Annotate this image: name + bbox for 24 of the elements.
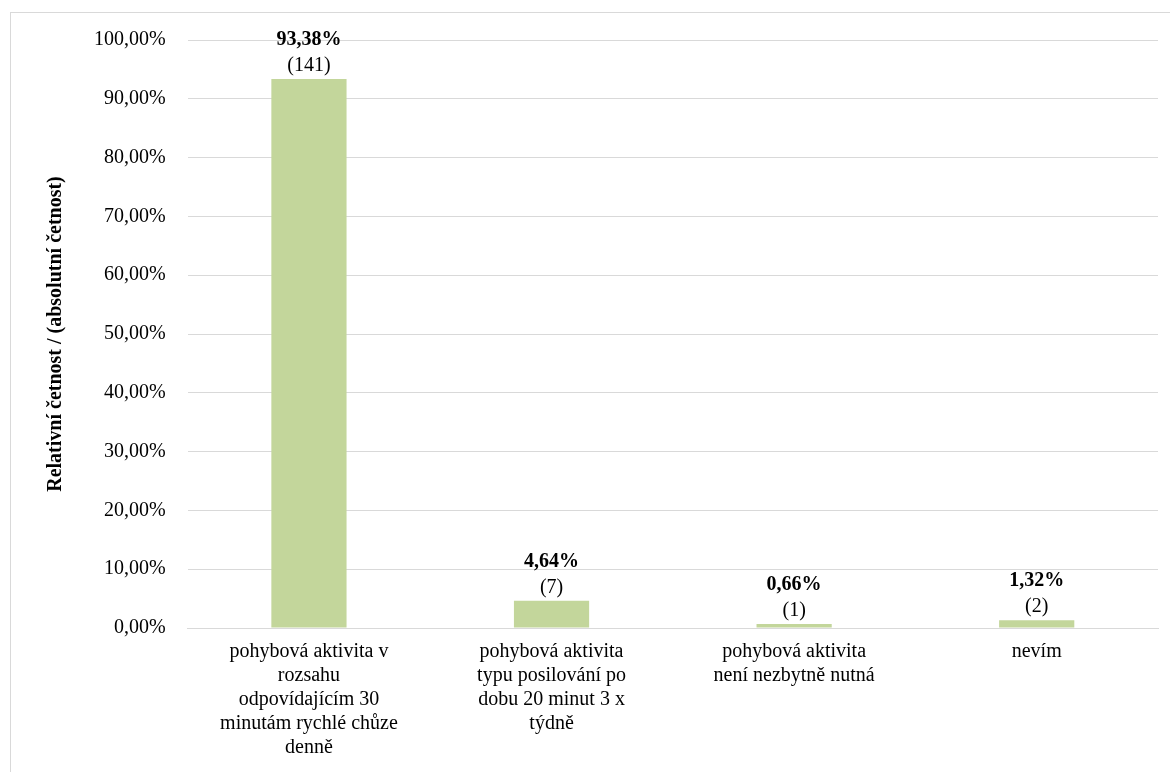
x-tick-label: pohybová aktivita není nezbytně nutná xyxy=(713,639,875,687)
data-label: 93,38% (141) xyxy=(276,26,342,76)
y-tick-label: 90,00% xyxy=(103,86,166,109)
y-tick-label: 0,00% xyxy=(113,615,166,638)
y-tick-label: 70,00% xyxy=(103,203,166,226)
y-tick-label: 50,00% xyxy=(103,321,166,344)
y-tick-label: 60,00% xyxy=(103,262,166,285)
bar xyxy=(271,78,347,628)
y-axis-title: Relativní četnost / (absolutní četnost) xyxy=(43,176,67,492)
y-tick-label: 80,00% xyxy=(103,144,166,167)
bar xyxy=(756,624,832,628)
bar xyxy=(513,600,590,628)
y-tick-label: 100,00% xyxy=(93,27,166,50)
x-tick-label: nevím xyxy=(1011,639,1063,662)
y-tick-label: 30,00% xyxy=(103,438,166,461)
y-tick-label: 40,00% xyxy=(103,380,166,403)
x-tick-label: pohybová aktivita typu posilování po dobu 20 minut 3 x týdně xyxy=(477,639,626,735)
y-tick-label: 20,00% xyxy=(103,497,166,520)
data-label: 0,66% (1) xyxy=(766,572,822,622)
data-label: 4,64% (7) xyxy=(524,548,580,598)
x-tick-label: pohybová aktivita v rozsahu odpovídajícím 30 minutám rychlé chůze denně xyxy=(220,639,398,758)
bar xyxy=(999,620,1075,628)
y-tick-label: 10,00% xyxy=(103,556,166,579)
data-label: 1,32% (2) xyxy=(1009,568,1065,618)
